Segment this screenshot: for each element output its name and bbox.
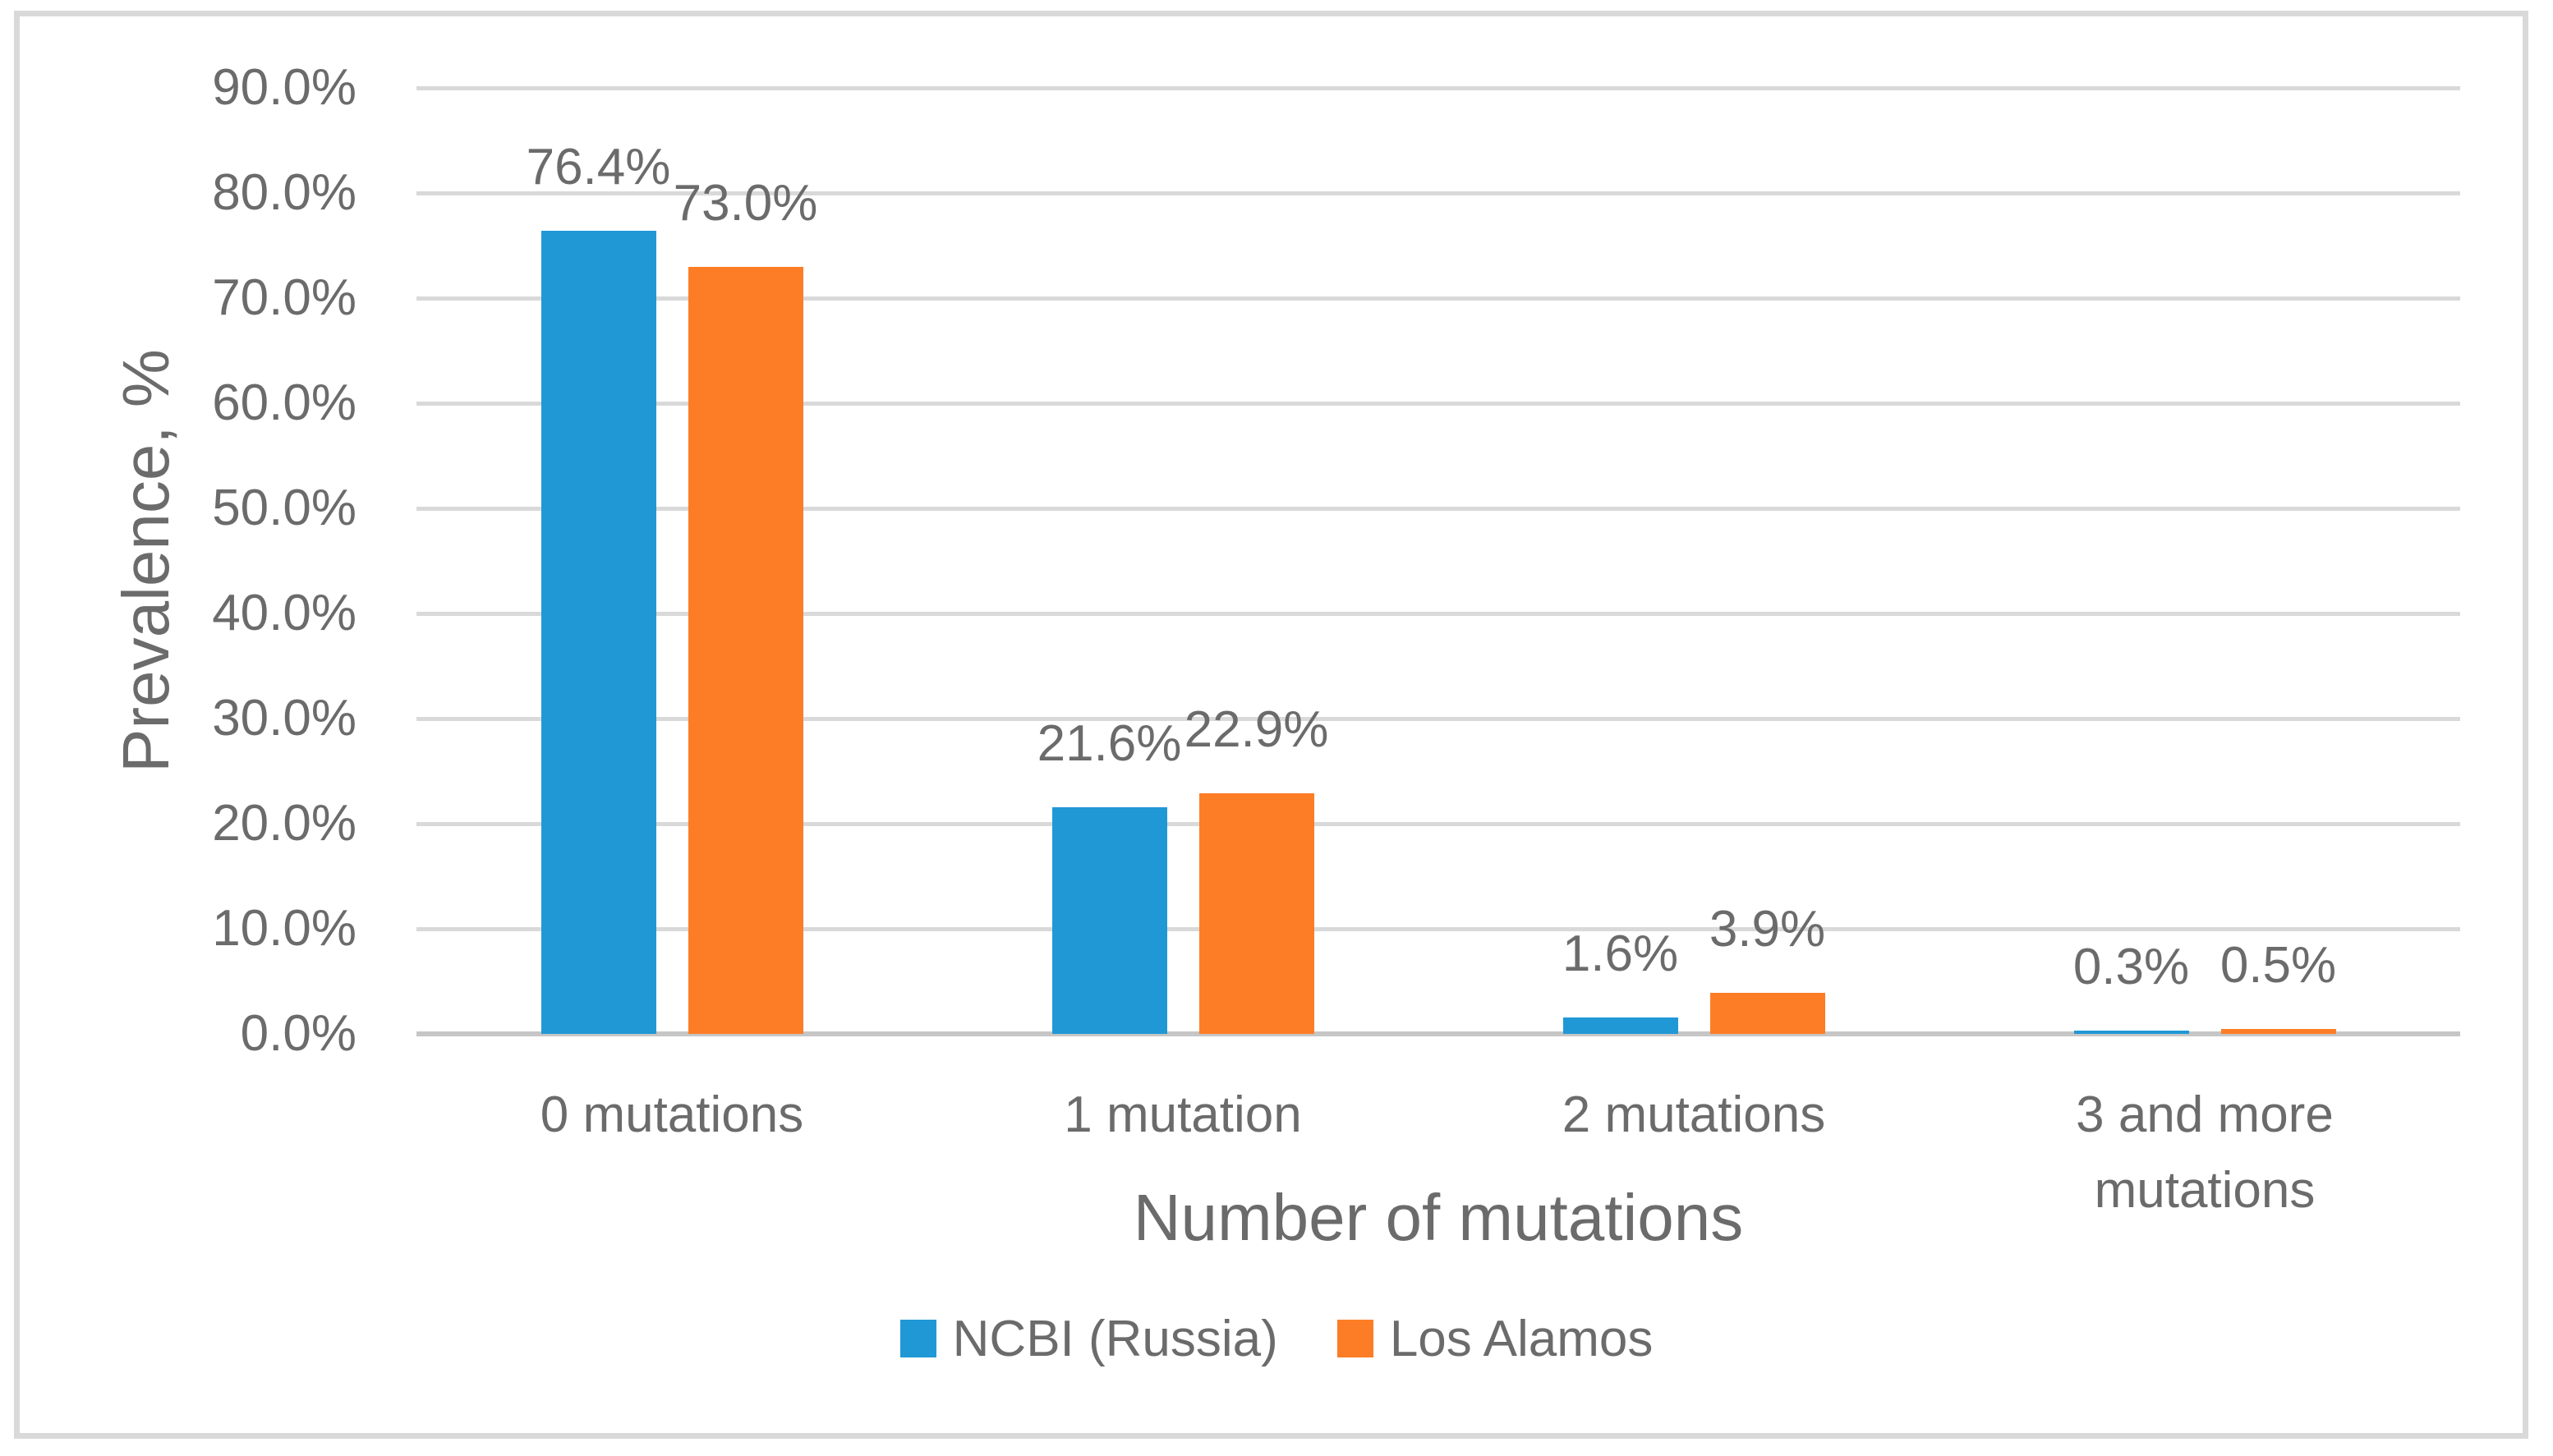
bar-ncbi-russia-2-mutations — [1562, 1017, 1678, 1034]
y-axis-tick-label-40-0: 40.0% — [212, 585, 356, 641]
x-axis-title: Number of mutations — [1133, 1181, 1744, 1254]
legend-item-los-alamos: Los Alamos — [1336, 1310, 1654, 1368]
category-label-2-mutations: 2 mutations — [1562, 1086, 1826, 1143]
bar-los-alamos-1-mutation — [1198, 792, 1314, 1034]
chart-border — [14, 11, 2528, 1439]
data-label-los-alamos-0-mutations: 73.0% — [673, 174, 818, 232]
bar-ncbi-russia-3-and-more-mutations — [2073, 1031, 2189, 1034]
data-label-ncbi-russia-2-mutations: 1.6% — [1562, 925, 1679, 982]
y-axis-tick-label-20-0: 20.0% — [212, 795, 356, 852]
bar-ncbi-russia-0-mutations — [540, 231, 656, 1034]
bar-los-alamos-0-mutations — [688, 266, 803, 1034]
data-label-ncbi-russia-3-and-more-mutations: 0.3% — [2072, 939, 2190, 996]
data-label-ncbi-russia-1-mutation: 21.6% — [1037, 714, 1182, 772]
y-axis-tick-label-0-0: 0.0% — [240, 1005, 356, 1062]
legend-label-ncbi-russia: NCBI (Russia) — [952, 1310, 1278, 1367]
legend-swatch-ncbi-russia — [899, 1320, 936, 1357]
y-axis-tick-label-30-0: 30.0% — [212, 690, 356, 746]
data-label-los-alamos-3-and-more-mutations: 0.5% — [2220, 936, 2337, 994]
legend-label-los-alamos: Los Alamos — [1389, 1310, 1654, 1367]
legend-item-ncbi-russia: NCBI (Russia) — [899, 1310, 1278, 1368]
y-axis-tick-label-50-0: 50.0% — [212, 480, 356, 536]
category-label-3-and-more-mutations: 3 and more mutations — [2076, 1086, 2334, 1219]
x-axis-line — [416, 1031, 2460, 1036]
category-label-0-mutations: 0 mutations — [540, 1086, 804, 1143]
gridline-30-percent — [416, 716, 2460, 721]
y-axis-tick-label-90-0: 90.0% — [212, 59, 356, 116]
legend: NCBI (Russia) Los Alamos — [0, 1307, 2553, 1370]
gridline-70-percent — [416, 296, 2460, 301]
y-axis-tick-label-10-0: 10.0% — [212, 900, 356, 957]
y-axis-tick-label-60-0: 60.0% — [212, 374, 356, 431]
data-label-los-alamos-1-mutation: 22.9% — [1184, 700, 1329, 758]
data-label-los-alamos-2-mutations: 3.9% — [1709, 901, 1826, 958]
gridline-80-percent — [416, 191, 2460, 195]
bar-ncbi-russia-1-mutation — [1051, 806, 1167, 1034]
gridline-10-percent — [416, 926, 2460, 931]
y-axis-tick-label-80-0: 80.0% — [212, 164, 356, 221]
legend-swatch-los-alamos — [1336, 1320, 1373, 1357]
gridline-40-percent — [416, 611, 2460, 616]
gridline-50-percent — [416, 506, 2460, 511]
category-label-1-mutation: 1 mutation — [1064, 1086, 1302, 1143]
y-axis-tick-label-70-0: 70.0% — [212, 269, 356, 326]
gridline-90-percent — [416, 85, 2460, 90]
bar-los-alamos-2-mutations — [1709, 993, 1825, 1034]
gridline-60-percent — [416, 401, 2460, 406]
bar-los-alamos-3-and-more-mutations — [2220, 1028, 2336, 1034]
gridline-20-percent — [416, 821, 2460, 826]
data-label-ncbi-russia-0-mutations: 76.4% — [526, 139, 671, 196]
